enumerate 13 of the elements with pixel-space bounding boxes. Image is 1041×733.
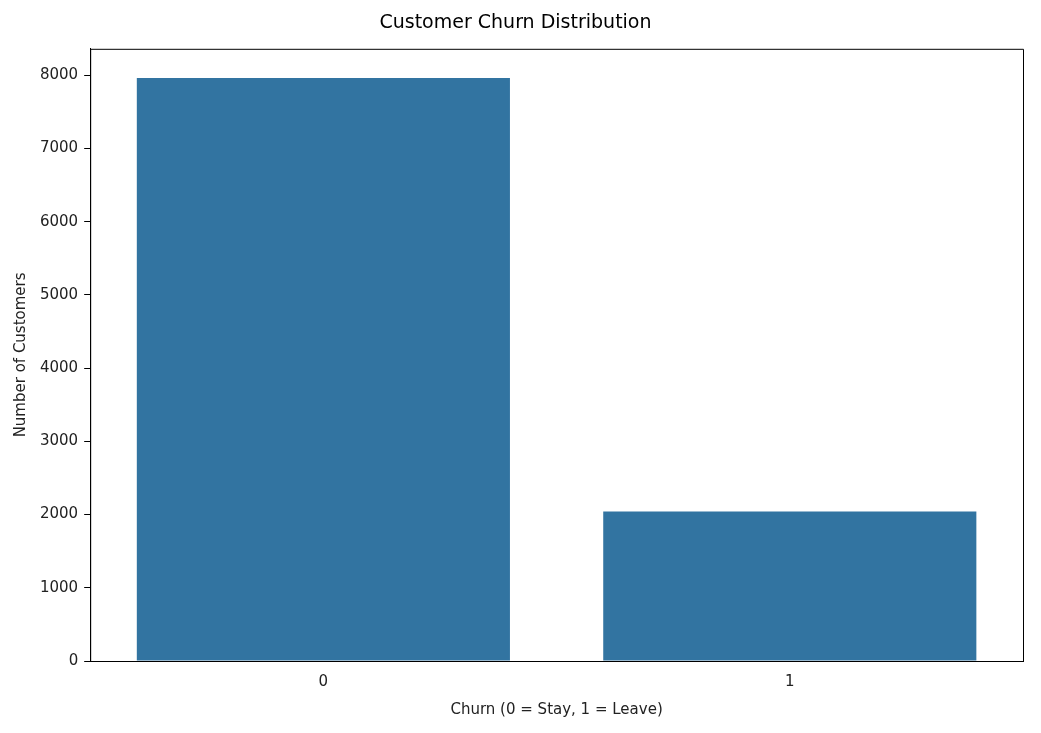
y-tick-label: 7000	[39, 138, 79, 157]
y-tick-label: 6000	[39, 211, 79, 230]
y-tick-label: 0	[68, 650, 79, 669]
y-tick-label: 3000	[39, 431, 79, 450]
y-tick-label: 8000	[39, 65, 79, 84]
y-tick-label: 2000	[39, 504, 79, 523]
y-tick-label: 4000	[39, 357, 79, 376]
y-tick-label: 5000	[39, 284, 79, 303]
x-axis-title: Churn (0 = Stay, 1 = Leave)	[450, 699, 663, 718]
y-axis-title: Number of Customers	[10, 272, 29, 438]
y-tick-label: 1000	[39, 577, 79, 596]
x-tick-label: 1	[785, 671, 795, 690]
chart-title: Customer Churn Distribution	[379, 10, 652, 33]
